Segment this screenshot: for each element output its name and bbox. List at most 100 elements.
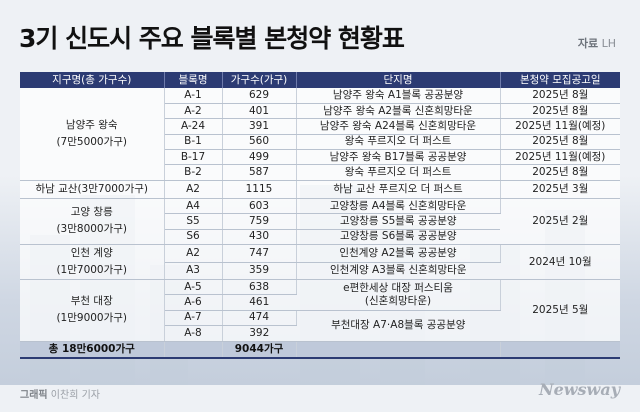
district-cell-namyangju: 남양주 왕숙 (7만5000가구) (20, 88, 165, 181)
units-cell: 474 (222, 310, 297, 327)
units-cell: 1115 (222, 180, 297, 199)
complex-cell: 인천계양 A3블록 신혼희망타운 (296, 262, 500, 281)
date-cell: 2025년 11월(예정) (500, 149, 620, 166)
table-row: A-24 391 남양주 왕숙 A24블록 신혼희망타운 2025년 11월(예… (20, 118, 620, 135)
complex-cell: 왕숙 푸르지오 더 퍼스트 (296, 134, 501, 151)
complex-cell: 남양주 왕숙 A2블록 신혼희망타운 (296, 103, 501, 120)
credit-name: 이찬희 기자 (50, 390, 100, 401)
table-row: B-17 499 남양주 왕숙 B17블록 공공분양 2025년 11월(예정) (20, 149, 620, 166)
complex-cell: 남양주 왕숙 A1블록 공공분양 (296, 88, 501, 104)
table-row: S5 759 고양창릉 S5블록 공공분양 (20, 213, 620, 230)
district-total: (3만8000가구) (56, 223, 128, 236)
source-value: LH (601, 37, 616, 50)
complex-cell: 고양창릉 S6블록 공공분양 (296, 229, 500, 246)
units-cell: 759 (222, 213, 297, 230)
date-cell: 2025년 2월 (500, 198, 620, 246)
district-total: (1만9000가구) (56, 312, 128, 325)
source-note: 자료 LH (578, 35, 616, 51)
table-header-row: 지구명(총 가구수) 블록명 가구수(가구) 단지명 본청약 모집공고일 (20, 72, 620, 88)
table-row: 부천 대장 (1만9000가구) A-5 638 e편한세상 대장 퍼스티움 (… (20, 279, 620, 342)
header-date: 본청약 모집공고일 (500, 72, 620, 88)
source-label: 자료 (577, 37, 599, 50)
header-units: 가구수(가구) (222, 72, 297, 88)
date-cell: 2025년 8월 (500, 88, 620, 104)
district-name: 남양주 왕숙 (65, 118, 118, 131)
units-cell: 359 (222, 262, 297, 281)
date-cell: 2025년 5월 (500, 279, 620, 342)
district-cell-bucheon: 부천 대장 (1만9000가구) (20, 279, 165, 342)
units-cell: 391 (222, 118, 297, 135)
units-cell: 430 (222, 229, 297, 246)
block-cell: S5 (164, 213, 223, 230)
block-cell: A-1 (164, 88, 223, 104)
table-row: 남양주 왕숙 (7만5000가구) A-1 629 남양주 왕숙 A1블록 공공… (20, 88, 620, 181)
block-cell: A-2 (164, 103, 223, 120)
block-cell: A-7 (164, 310, 223, 327)
date-cell: 2025년 8월 (500, 134, 620, 151)
graphic-credit: 그래픽 이찬희 기자 (20, 386, 100, 401)
complex-cell: 남양주 왕숙 A24블록 신혼희망타운 (296, 118, 501, 135)
complex-cell: 남양주 왕숙 B17블록 공공분양 (296, 149, 501, 166)
block-cell: A-6 (164, 294, 223, 311)
units-cell: 401 (222, 103, 297, 120)
complex-cell: e편한세상 대장 퍼스티움 (신혼희망타운) (296, 279, 501, 311)
credit-label: 그래픽 (20, 390, 48, 401)
newsway-logo: Newsway (538, 380, 620, 399)
units-cell: 461 (222, 294, 296, 311)
complex-cell: 부천대장 A7·A8블록 공공분양 (296, 310, 500, 342)
complex-cell: 왕숙 푸르지오 더 퍼스트 (296, 164, 501, 181)
date-cell: 2025년 8월 (500, 164, 620, 181)
subscription-status-table: 지구명(총 가구수) 블록명 가구수(가구) 단지명 본청약 모집공고일 남양주… (20, 72, 620, 360)
header-district: 지구명(총 가구수) (20, 72, 165, 88)
block-cell: A3 (164, 262, 223, 281)
units-cell: 603 (222, 198, 297, 215)
district-cell-hanam: 하남 교산(3만7000가구) (20, 180, 165, 199)
district-name: 인천 계양 (70, 247, 113, 260)
total-units: 9044가구 (222, 341, 297, 360)
table-row: 인천 계양 (1만7000가구) A2 747 인천계양 A2블록 공공분양 2… (20, 244, 620, 281)
complex-cell: 고양창릉 S5블록 공공분양 (296, 213, 500, 230)
district-name: 고양 창릉 (70, 206, 113, 219)
block-cell: A2 (164, 180, 223, 199)
table-row: A3 359 인천계양 A3블록 신혼희망타운 (20, 262, 620, 281)
units-cell: 587 (222, 164, 297, 181)
units-cell: 499 (222, 149, 297, 166)
table-row: 하남 교산(3만7000가구) A2 1115 하남 교산 푸르지오 더 퍼스트… (20, 180, 620, 199)
table-row: A-7 474 부천대장 A7·A8블록 공공분양 (20, 310, 620, 342)
date-cell: 2025년 8월 (500, 103, 620, 120)
district-total: (1만7000가구) (56, 264, 128, 277)
units-cell: 747 (222, 244, 297, 263)
total-label: 총 18만6000가구 (20, 341, 165, 360)
table-row: A-8 392 (20, 325, 620, 342)
block-cell: A-8 (164, 325, 223, 342)
block-cell: A4 (164, 198, 223, 215)
units-cell: 629 (222, 88, 297, 104)
total-empty-cell (296, 341, 501, 360)
table-row: B-1 560 왕숙 푸르지오 더 퍼스트 2025년 8월 (20, 134, 620, 151)
complex-cell: 고양창릉 A4블록 신혼희망타운 (296, 198, 501, 215)
table-row: B-2 587 왕숙 푸르지오 더 퍼스트 2025년 8월 (20, 164, 620, 181)
page-title: 3기 신도시 주요 블록별 본청약 현황표 (19, 24, 405, 53)
table-row: A-6 461 (20, 294, 620, 311)
table-total-row: 총 18만6000가구 9044가구 (20, 341, 620, 360)
date-cell: 2025년 3월 (500, 180, 620, 199)
complex-cell: 하남 교산 푸르지오 더 퍼스트 (296, 180, 501, 199)
table-row: 고양 창릉 (3만8000가구) A4 603 고양창릉 A4블록 신혼희망타운… (20, 198, 620, 246)
total-empty-cell (164, 341, 223, 360)
block-cell: S6 (164, 229, 223, 246)
block-cell: B-2 (164, 164, 223, 181)
block-cell: B-1 (164, 134, 223, 151)
table-row: A-2 401 남양주 왕숙 A2블록 신혼희망타운 2025년 8월 (20, 103, 620, 120)
complex-cell: 인천계양 A2블록 공공분양 (296, 244, 501, 263)
total-empty-cell (500, 341, 620, 360)
table-row: S6 430 고양창릉 S6블록 공공분양 (20, 229, 620, 246)
district-cell-incheon: 인천 계양 (1만7000가구) (20, 244, 165, 281)
block-cell: B-17 (164, 149, 223, 166)
block-cell: A2 (164, 244, 223, 263)
district-name: 부천 대장 (70, 295, 113, 308)
date-cell: 2024년 10월 (500, 244, 620, 281)
header-block: 블록명 (164, 72, 223, 88)
header-complex: 단지명 (296, 72, 501, 88)
block-cell: A-24 (164, 118, 223, 135)
